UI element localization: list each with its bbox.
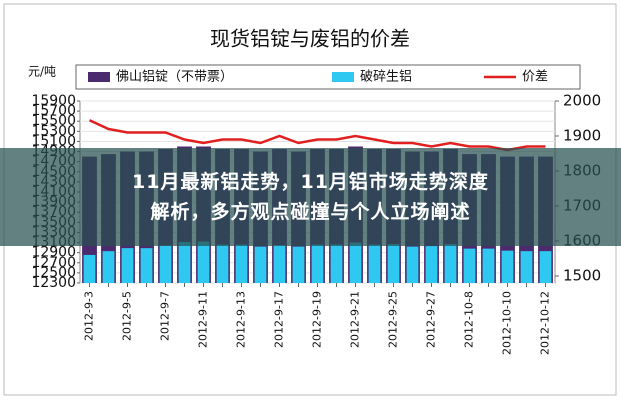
bar: [235, 244, 248, 283]
legend-label: 佛山铝锭（不带票）: [116, 70, 233, 85]
bar: [406, 246, 419, 283]
x-tick-label: 2012-9-5: [121, 291, 134, 341]
bar: [102, 251, 115, 283]
bar: [254, 246, 267, 283]
bar: [444, 244, 457, 283]
y2-tick-label: 1500: [563, 267, 601, 285]
y-tick-label: 15500: [31, 113, 76, 129]
y-axis-label: 元/吨: [28, 65, 56, 79]
x-tick-label: 2012-9-27: [425, 291, 438, 348]
bar: [83, 254, 96, 283]
x-tick-label: 2012-9-19: [311, 291, 324, 348]
bar: [311, 244, 324, 283]
x-tick-label: 2012-9-25: [387, 291, 400, 348]
legend-swatch: [332, 72, 354, 82]
bar: [273, 245, 286, 283]
bar: [216, 244, 229, 283]
banner: 11月最新铝走势，11月铝市场走势深度 解析，多方观点碰撞与个人立场阐述: [0, 148, 621, 246]
y-tick-label: 15100: [31, 133, 76, 149]
x-tick-label: 2012-9-7: [159, 291, 172, 341]
bar: [539, 251, 552, 283]
y-tick-label: 12900: [31, 245, 76, 261]
y-tick-label: 15700: [31, 103, 76, 119]
x-tick-label: 2012-9-11: [197, 291, 210, 348]
x-tick-label: 2012-9-21: [349, 291, 362, 348]
legend-swatch: [88, 72, 110, 82]
bar: [178, 242, 191, 283]
bar: [387, 244, 400, 283]
y-tick-label: 12700: [31, 255, 76, 271]
y2-tick-label: 1900: [563, 127, 601, 145]
bar: [425, 246, 438, 283]
x-tick-label: 2012-9-3: [83, 291, 96, 341]
bar: [482, 248, 495, 283]
x-tick-label: 2012-10-8: [463, 291, 476, 348]
bar: [140, 248, 153, 283]
x-tick-label: 2012-10-12: [539, 291, 552, 355]
bar: [463, 248, 476, 283]
banner-line: 解析，多方观点碰撞与个人立场阐述: [150, 201, 471, 223]
bar: [368, 244, 381, 283]
y-tick-label: 15900: [31, 93, 76, 109]
bar: [121, 248, 134, 283]
y2-tick-label: 2000: [563, 92, 601, 110]
y-tick-label: 12500: [31, 265, 76, 281]
bar: [330, 244, 343, 283]
banner-line: 11月最新铝走势，11月铝市场走势深度: [132, 171, 489, 193]
bar: [197, 241, 210, 283]
bar: [520, 251, 533, 283]
y-tick-label: 12300: [31, 275, 76, 291]
y-tick-label: 15300: [31, 123, 76, 139]
x-tick-label: 2012-9-17: [273, 291, 286, 348]
x-tick-label: 2012-10-10: [501, 291, 514, 355]
bar: [292, 246, 305, 283]
line: [88, 119, 546, 152]
bar: [349, 242, 362, 283]
x-tick-label: 2012-9-13: [235, 291, 248, 348]
chart-title: 现货铝锭与废铝的价差: [210, 27, 410, 51]
bar: [159, 245, 172, 283]
legend-label: 破碎生铝: [360, 70, 412, 85]
legend-label: 价差: [522, 70, 548, 85]
bar: [501, 250, 514, 283]
